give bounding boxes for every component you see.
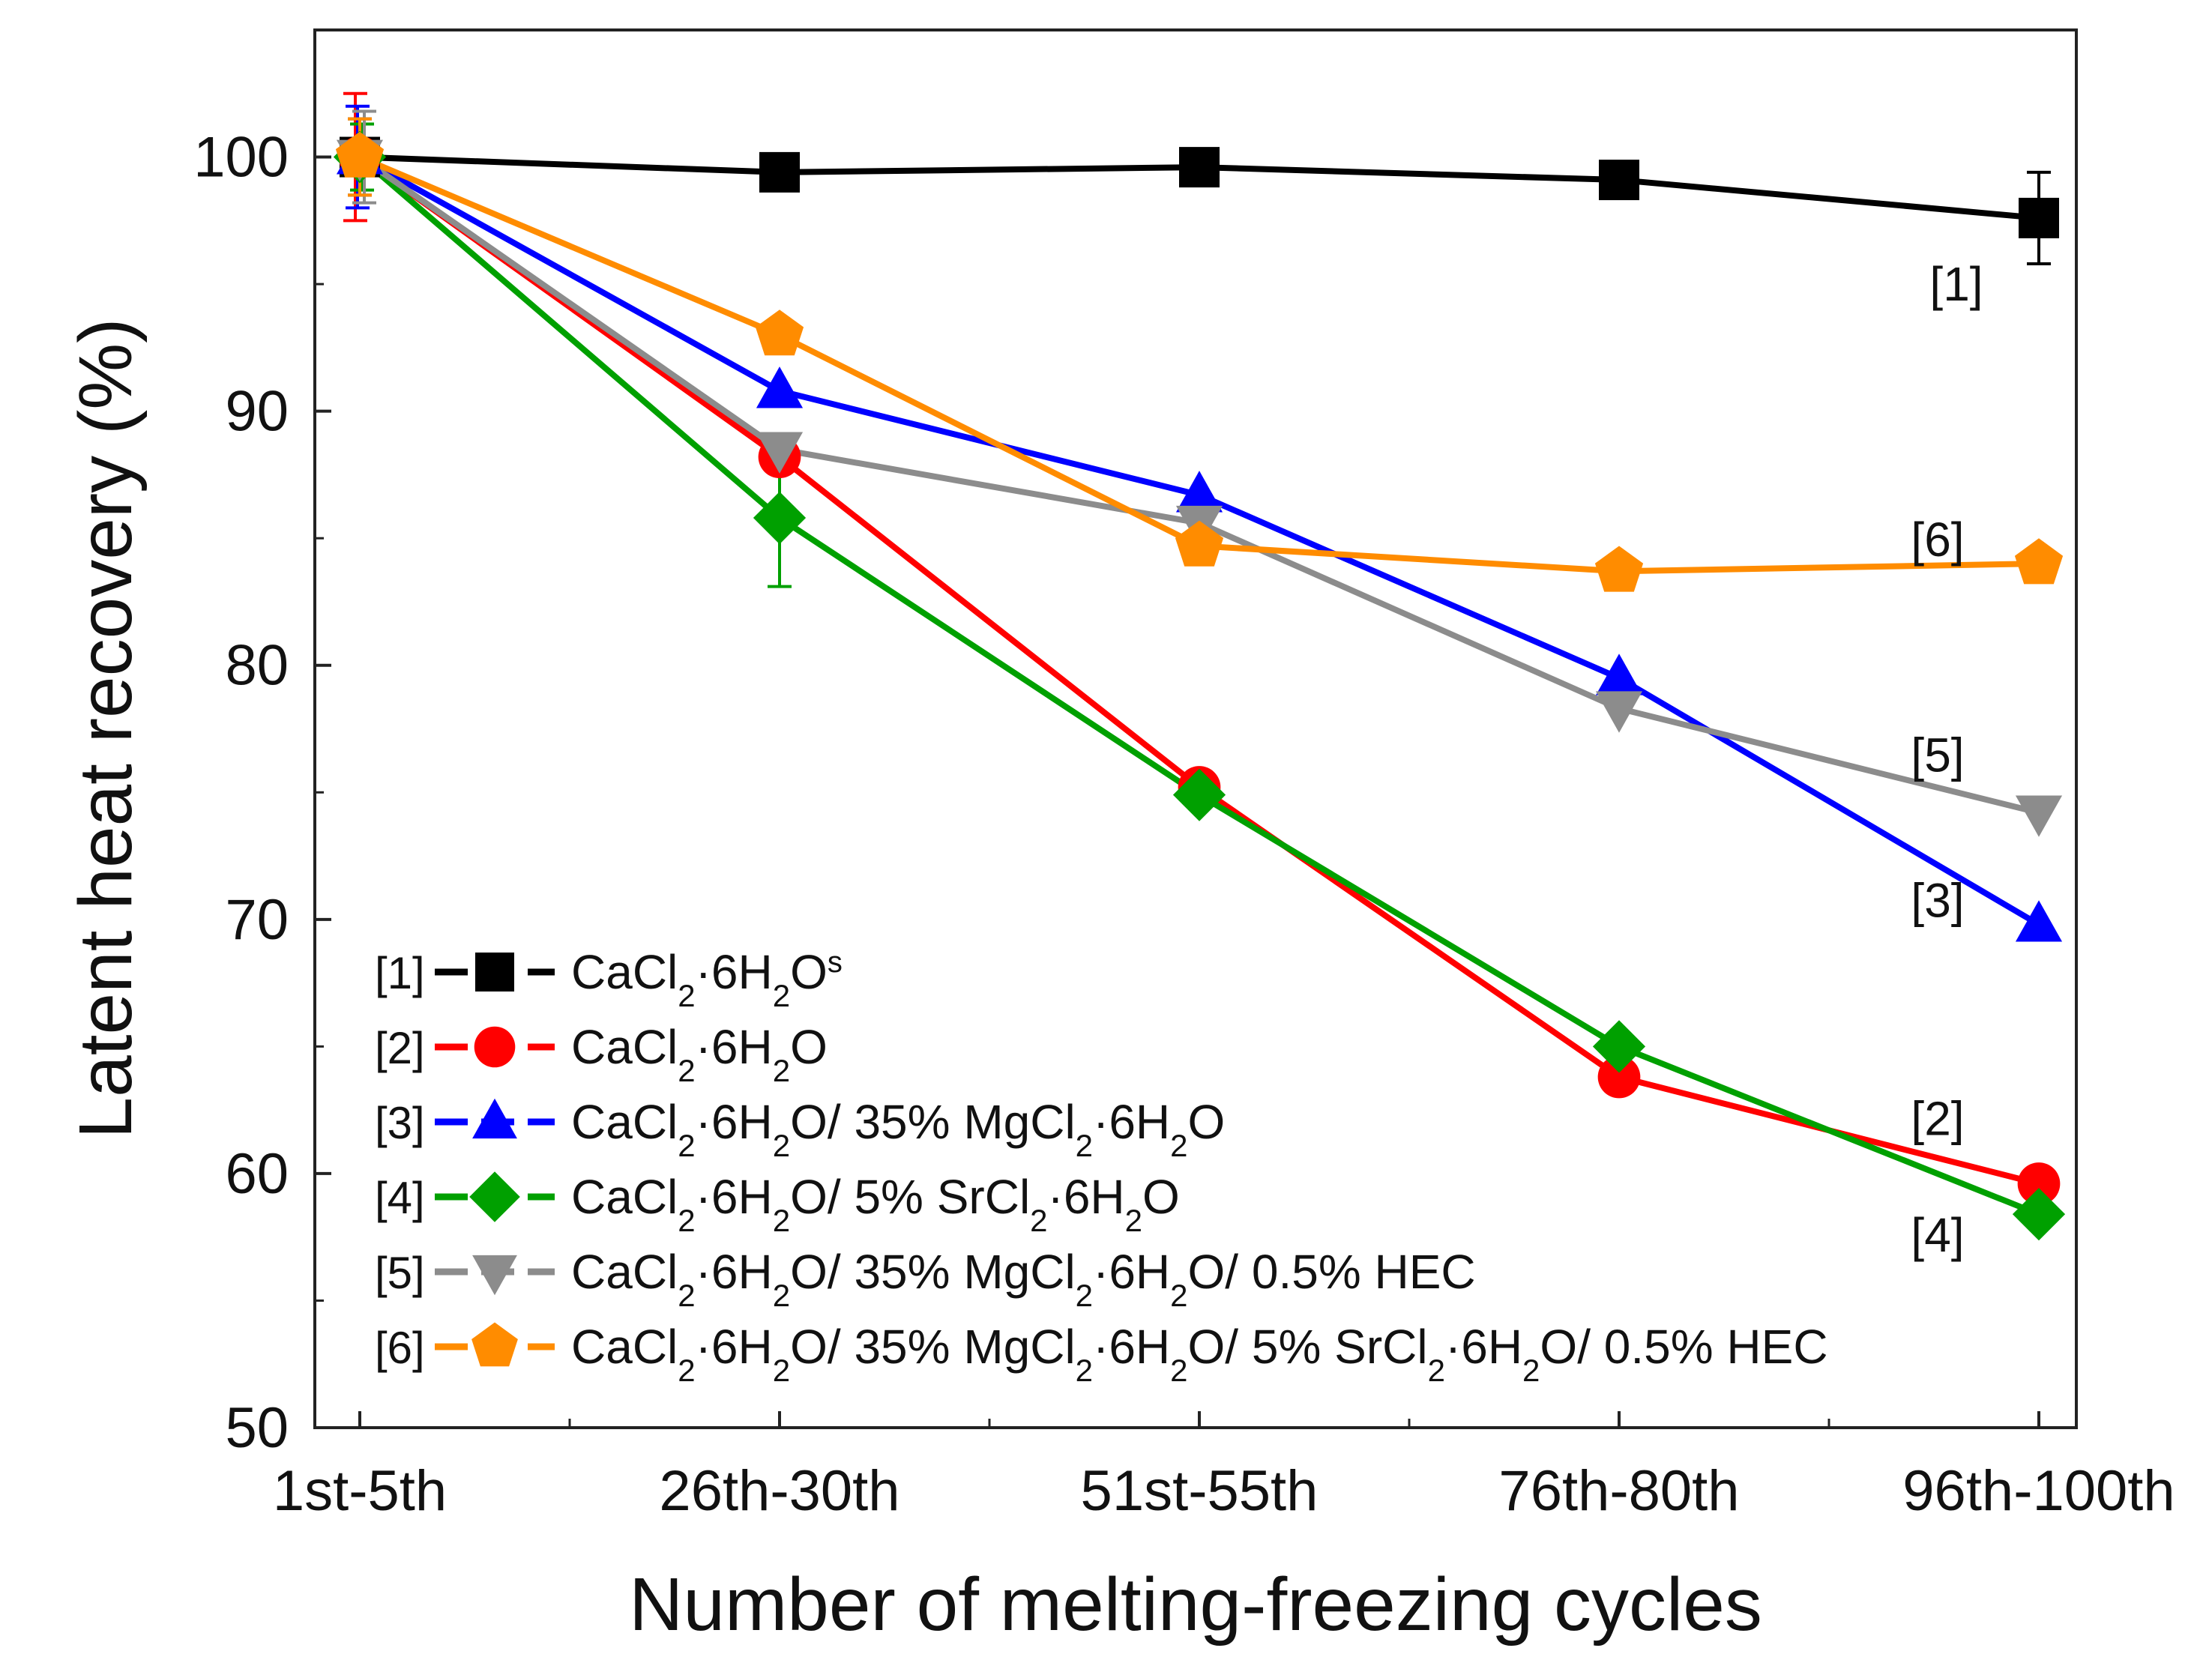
legend-marker [469,1171,520,1222]
series-3-markers [336,133,2063,942]
data-point [756,432,804,474]
legend-tag: [2] [375,1023,425,1073]
legend-tag: [3] [375,1098,425,1148]
legend-entry-2: [2] CaCl2·6H2O [375,1020,828,1088]
end-label-5: [5] [1911,728,1964,782]
series-5 [352,109,2040,816]
legend-label: CaCl2·6H2O/ 35% MgCl2·6H2O/ 5% SrCl2·6H2… [571,1320,1828,1388]
legend-marker [475,953,514,992]
legend-label: CaCl2·6H2O/ 35% MgCl2·6H2O/ 0.5% HEC [571,1245,1476,1313]
y-tick-label: 90 [225,380,289,444]
data-point [1175,520,1224,567]
legend-entry-4: [4] CaCl2·6H2O/ 5% SrCl2·6H2O [375,1170,1180,1238]
end-label-3: [3] [1911,874,1964,928]
series-6-markers [335,131,2064,592]
y-axis-label: Latent heat recovery (%) [64,319,148,1139]
end-label-6: [6] [1911,513,1964,567]
end-label-2: [2] [1911,1091,1964,1145]
data-point [2019,197,2059,238]
y-tick-label: 100 [193,126,289,190]
legend-label: CaCl2·6H2O [571,1020,828,1088]
end-label-1: [1] [1929,257,1983,311]
legend: [1] CaCl2·6H2Os [2] CaCl2·6H2O [3] CaCl2·6H2O… [375,945,1828,1388]
legend-label: CaCl2·6H2O/ 5% SrCl2·6H2O [571,1170,1180,1238]
data-point [2015,795,2063,837]
series-end-labels: [1] [2] [3] [4] [5] [6] [1911,257,1983,1262]
y-tick-label: 50 [225,1396,289,1460]
series-1 [348,117,2051,265]
y-tick-label: 60 [225,1142,289,1206]
data-point [1594,546,1644,592]
y-axis-ticks [315,28,331,1429]
x-axis-tick-labels: 1st-5th 26th-30th 51st-55th 76th-80th 96th-1… [273,1459,2175,1523]
data-point [1172,768,1226,821]
x-axis-ticks [358,1411,2040,1428]
legend-entry-1: [1] CaCl2·6H2Os [375,945,843,1013]
legend-marker [474,1026,516,1068]
series-1-markers [340,136,2059,238]
legend-marker [471,1322,518,1367]
series-4-markers [333,130,2066,1241]
legend-tag: [4] [375,1173,425,1223]
series-layer [333,91,2066,1241]
data-point [2012,1188,2066,1241]
data-point [1595,691,1643,733]
data-point [335,131,385,178]
data-point [1595,654,1643,695]
plot-frame [313,28,2078,1429]
data-point [1592,1020,1646,1073]
legend-label: CaCl2·6H2Os [571,945,843,1013]
legend-marker [472,1255,517,1296]
y-axis-tick-labels: 50 60 70 80 90 100 [193,126,289,1460]
legend-tag: [5] [375,1248,425,1298]
data-point [1175,471,1223,513]
legend-tag: [1] [375,948,425,998]
y-tick-label: 80 [225,634,289,698]
end-label-4: [4] [1911,1208,1964,1262]
legend-entry-3: [3] CaCl2·6H2O/ 35% MgCl2·6H2O [375,1095,1225,1163]
data-point [1597,1055,1641,1099]
x-tick-label: 1st-5th [273,1459,447,1523]
x-tick-label: 96th-100th [1902,1459,2175,1523]
data-point [755,310,804,356]
x-tick-label: 51st-55th [1081,1459,1319,1523]
data-point [1599,160,1639,201]
x-axis-label: Number of melting-freezing cycles [629,1563,1762,1647]
data-point [2015,900,2063,942]
x-tick-label: 76th-80th [1498,1459,1739,1523]
data-point [2014,538,2064,585]
legend-marker [472,1098,517,1139]
legend-entry-5: [5] CaCl2·6H2O/ 35% MgCl2·6H2O/ 0.5% HEC [375,1245,1476,1313]
y-tick-label: 70 [225,888,289,952]
data-point [753,491,807,545]
legend-label: CaCl2·6H2O/ 35% MgCl2·6H2O [571,1095,1225,1163]
x-tick-label: 26th-30th [659,1459,899,1523]
data-point [2017,1162,2061,1205]
data-point [759,151,800,193]
data-point [756,366,804,408]
data-point [1179,147,1220,188]
legend-entry-6: [6] CaCl2·6H2O/ 35% MgCl2·6H2O/ 5% SrCl2·… [375,1320,1828,1388]
legend-tag: [6] [375,1323,425,1373]
